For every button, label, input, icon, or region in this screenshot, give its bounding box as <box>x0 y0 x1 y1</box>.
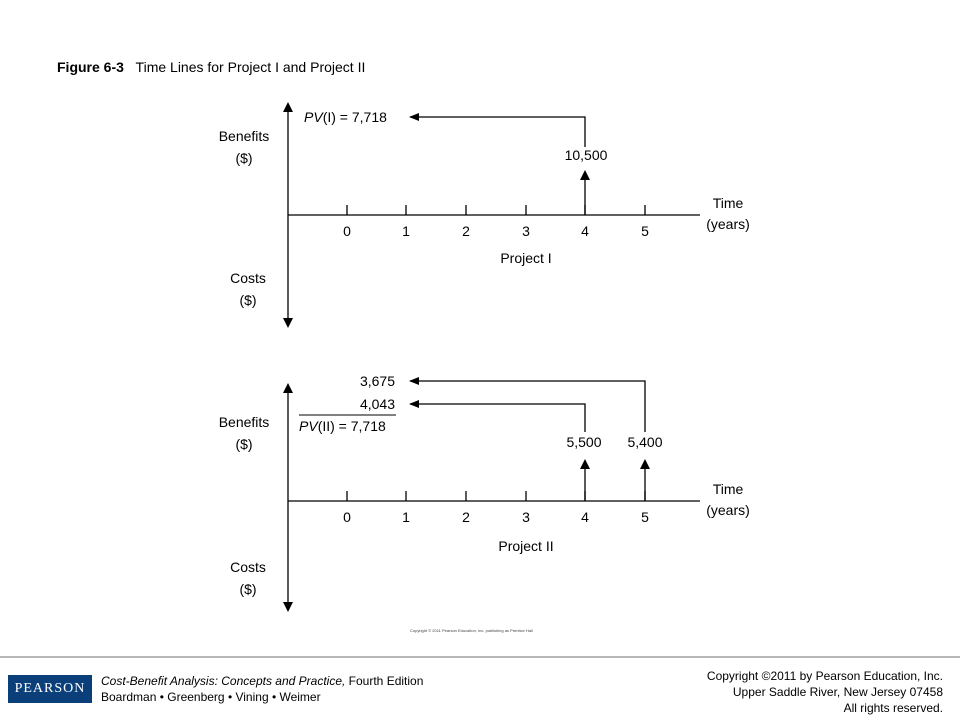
vertical-axis-top-arrow <box>283 102 293 112</box>
book-edition: Fourth Edition <box>345 674 424 688</box>
book-title: Cost-Benefit Analysis: Concepts and Prac… <box>101 674 346 688</box>
project-2-timeline: 0 1 2 3 4 5 Benefits ($) Costs ($) Time … <box>219 373 750 612</box>
discounted-value-year-5: 3,675 <box>360 373 395 389</box>
discount-path-year-4 <box>409 400 586 432</box>
figure-number: Figure 6-3 <box>57 59 124 75</box>
project-1-timeline: 0 1 2 3 4 5 Benefits ($) Costs ($) Time … <box>219 102 750 328</box>
benefits-unit: ($) <box>235 436 252 452</box>
costs-unit: ($) <box>239 292 256 308</box>
vertical-axis-bottom-arrow <box>283 602 293 612</box>
benefit-arrowhead-year-4 <box>580 170 590 180</box>
tick-label-5: 5 <box>641 223 649 239</box>
benefits-unit: ($) <box>235 150 252 166</box>
copyright-line-2: Upper Saddle River, New Jersey 07458 <box>732 685 943 699</box>
benefit-arrowhead-year-5 <box>640 459 650 469</box>
tick-label-4: 4 <box>581 223 589 239</box>
figure-title: Figure 6-3 Time Lines for Project I and … <box>57 59 365 75</box>
book-authors: Boardman • Greenberg • Vining • Weimer <box>101 690 321 704</box>
costs-label: Costs <box>230 559 266 575</box>
discount-path <box>409 113 586 147</box>
tick-label-2: 2 <box>462 223 470 239</box>
tick-label-0: 0 <box>343 223 351 239</box>
copyright-block: Copyright ©2011 by Pearson Education, In… <box>707 668 943 716</box>
tick-marks <box>346 491 646 501</box>
tick-label-1: 1 <box>402 509 410 525</box>
figure-caption: Time Lines for Project I and Project II <box>135 59 366 75</box>
time-label: Time <box>713 195 744 211</box>
figure-copyright-note: Copyright © 2011 Pearson Education, Inc.… <box>410 628 533 633</box>
time-label: Time <box>713 481 744 497</box>
copyright-line-1: Copyright ©2011 by Pearson Education, In… <box>706 669 943 683</box>
benefits-label: Benefits <box>219 128 270 144</box>
tick-marks <box>346 205 646 215</box>
tick-label-1: 1 <box>402 223 410 239</box>
discounted-value-year-4: 4,043 <box>360 396 395 412</box>
copyright-line-3: All rights reserved. <box>843 701 943 715</box>
tick-label-2: 2 <box>462 509 470 525</box>
book-citation: Cost-Benefit Analysis: Concepts and Prac… <box>101 673 423 705</box>
tick-label-3: 3 <box>522 223 530 239</box>
costs-unit: ($) <box>239 581 256 597</box>
tick-label-5: 5 <box>641 509 649 525</box>
costs-label: Costs <box>230 270 266 286</box>
benefits-label: Benefits <box>219 414 270 430</box>
benefit-amount-year-5: 5,400 <box>627 434 662 450</box>
time-unit: (years) <box>706 216 750 232</box>
project-name: Project II <box>498 538 553 554</box>
discount-path-year-5 <box>409 377 646 432</box>
tick-label-0: 0 <box>343 509 351 525</box>
present-value-label: PV(II) = 7,718 <box>299 418 386 434</box>
present-value-label: PV(I) = 7,718 <box>304 109 387 125</box>
benefit-arrowhead-year-4 <box>580 459 590 469</box>
pearson-logo: PEARSON <box>8 675 92 703</box>
footer-divider <box>0 656 960 658</box>
benefit-amount-year-4: 10,500 <box>565 147 608 163</box>
vertical-axis-top-arrow <box>283 383 293 393</box>
time-unit: (years) <box>706 502 750 518</box>
tick-label-4: 4 <box>581 509 589 525</box>
tick-label-3: 3 <box>522 509 530 525</box>
project-name: Project I <box>500 250 551 266</box>
vertical-axis-bottom-arrow <box>283 318 293 328</box>
benefit-amount-year-4: 5,500 <box>566 434 601 450</box>
